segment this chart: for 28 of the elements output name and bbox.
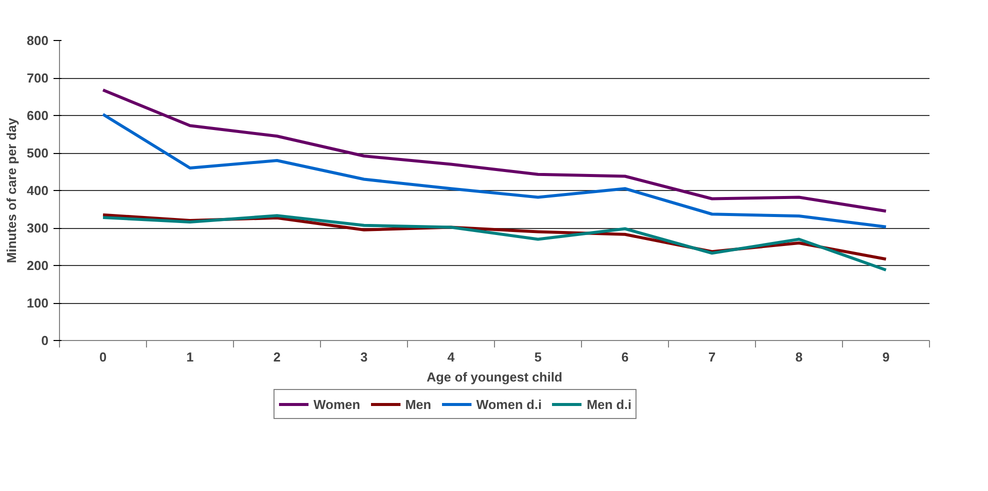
x-tick-label: 2: [273, 350, 281, 364]
x-axis-title: Age of youngest child: [426, 370, 562, 384]
x-tick-label: 0: [99, 350, 107, 364]
y-tick-label: 500: [26, 146, 49, 160]
legend-label: Men d.i: [586, 396, 632, 412]
x-tick-label: 9: [882, 350, 890, 364]
y-tick-label: 700: [26, 70, 49, 86]
x-tick-label: 7: [708, 350, 716, 364]
x-tick-label: 6: [621, 350, 629, 364]
x-tick-label: 1: [186, 350, 194, 364]
line-series: [102, 214, 888, 272]
y-tick-label: 400: [26, 183, 49, 198]
x-tick-label: 8: [795, 350, 803, 364]
x-tick-label: 4: [447, 350, 456, 364]
x-tick-label: 5: [534, 350, 542, 364]
legend-label: Women: [313, 396, 360, 412]
x-tick-label: 3: [360, 350, 368, 364]
y-tick-label: 300: [26, 220, 49, 236]
y-tick-label: 200: [26, 258, 49, 273]
y-tick-label: 600: [26, 108, 49, 123]
y-tick-label: 800: [26, 33, 49, 48]
line-series: [102, 88, 888, 213]
y-axis-title: Minutes of care per day: [4, 117, 19, 264]
line-series: [102, 112, 888, 228]
y-tick-label: 100: [26, 296, 49, 310]
legend-label: Women d.i: [476, 396, 542, 412]
legend-label: Men: [405, 396, 432, 412]
y-tick-label: 0: [41, 333, 49, 348]
